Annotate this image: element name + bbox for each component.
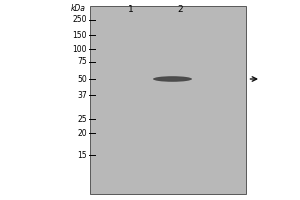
Text: 250: 250 <box>73 16 87 24</box>
Text: kDa: kDa <box>70 4 86 13</box>
Text: 50: 50 <box>77 74 87 84</box>
Text: 75: 75 <box>77 58 87 66</box>
Text: 25: 25 <box>77 114 87 123</box>
Ellipse shape <box>159 78 186 80</box>
Text: 15: 15 <box>77 151 87 160</box>
Text: 20: 20 <box>77 129 87 138</box>
Text: 37: 37 <box>77 90 87 99</box>
Text: 100: 100 <box>73 45 87 53</box>
Ellipse shape <box>153 76 192 82</box>
Text: 150: 150 <box>73 30 87 40</box>
Bar <box>90 6 246 194</box>
Text: 2: 2 <box>177 5 183 14</box>
Text: 1: 1 <box>128 5 134 14</box>
